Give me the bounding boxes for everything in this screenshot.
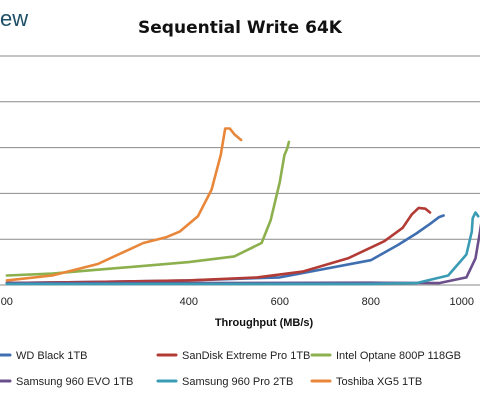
legend-label: Samsung 960 Pro 2TB xyxy=(182,376,293,388)
x-axis-label: Throughput (MB/s) xyxy=(215,317,314,329)
chart-title: Sequential Write 64K xyxy=(138,18,343,38)
series-line xyxy=(5,140,291,277)
series-line xyxy=(5,127,243,282)
series-line xyxy=(5,211,480,286)
legend: WD Black 1TB SanDisk Extreme Pro 1TB Intel… xyxy=(0,350,461,388)
legend-label: Samsung 960 EVO 1TB xyxy=(16,376,133,388)
series-lines xyxy=(5,127,480,286)
x-tick-label: 400 xyxy=(180,296,198,308)
x-tick-label: 800 xyxy=(362,296,380,308)
legend-label: SanDisk Extreme Pro 1TB xyxy=(182,350,310,362)
x-tick-label: 1000 xyxy=(450,296,474,308)
x-tick-label: 00 xyxy=(1,296,13,308)
legend-label: Toshiba XG5 1TB xyxy=(336,376,422,388)
grid-lines xyxy=(0,55,480,286)
series-line xyxy=(5,206,432,285)
x-tick-labels: 00 400 600 800 1000 xyxy=(1,296,474,308)
series-line xyxy=(5,222,480,285)
x-tick-label: 600 xyxy=(271,296,289,308)
legend-label: WD Black 1TB xyxy=(16,350,88,362)
brand-logo: ew xyxy=(0,6,29,31)
legend-label: Intel Optane 800P 118GB xyxy=(336,350,461,362)
